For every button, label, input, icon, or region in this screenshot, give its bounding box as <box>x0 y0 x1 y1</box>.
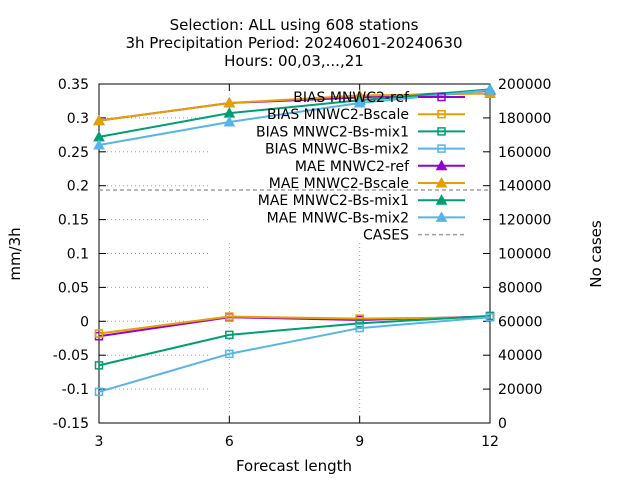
data-point <box>93 138 105 150</box>
y2-tick-label: 120000 <box>498 213 551 229</box>
legend-label: BIAS MNWC2-ref <box>293 90 410 106</box>
x-axis-ticks: 3 6 9 12 <box>95 84 499 450</box>
y2-tick-label: 60000 <box>498 314 543 330</box>
legend-marker <box>435 176 448 188</box>
data-point <box>94 329 104 338</box>
data-point <box>94 387 104 397</box>
data-point <box>225 349 234 359</box>
series-line <box>98 88 491 138</box>
legend-label: BIAS MNWC-Bs-mix2 <box>265 142 409 158</box>
y2-tick-label: 140000 <box>498 179 551 195</box>
legend-label: MAE MNWC-Bs-mix2 <box>267 210 409 226</box>
legend-label: BIAS MNWC2-Bscale <box>267 107 409 123</box>
title-line-1: Selection: ALL using 608 stations <box>170 16 419 34</box>
series-1 <box>94 312 495 338</box>
y-tick-label: 0.2 <box>67 179 89 195</box>
x-tick-label: 9 <box>355 434 364 450</box>
y2-tick-label: 80000 <box>498 280 543 296</box>
legend-marker <box>437 109 446 119</box>
y-tick-label: 0.3 <box>67 111 89 127</box>
legend-marker <box>435 194 448 205</box>
y2-tick-label: 40000 <box>498 348 543 364</box>
x-tick-label: 3 <box>95 434 104 450</box>
legend-label: MAE MNWC2-ref <box>295 159 410 175</box>
y-tick-label: 0.15 <box>58 213 89 229</box>
x-axis-label: Forecast length <box>236 457 352 475</box>
series-2 <box>94 311 495 370</box>
y2-axis-ticks: 0 20000 40000 60000 80000 100000 120000 140000 1… <box>483 77 551 432</box>
legend-label: BIAS MNWC2-Bs-mix1 <box>256 124 409 140</box>
title-line-3: Hours: 00,03,...,21 <box>224 52 364 70</box>
series-line <box>98 316 491 393</box>
data-point <box>225 330 234 340</box>
y-tick-label: 0.05 <box>58 280 89 296</box>
data-point <box>93 114 105 126</box>
y-tick-label: 0.35 <box>58 77 89 93</box>
y2-axis-label: No cases <box>587 220 605 288</box>
x-tick-label: 12 <box>481 434 499 450</box>
legend-marker <box>437 127 446 136</box>
legend-marker <box>437 144 446 153</box>
data-point <box>94 361 104 370</box>
legend-marker <box>435 211 448 222</box>
series-3 <box>94 312 495 397</box>
series-line <box>98 314 491 367</box>
legend-marker <box>435 159 448 171</box>
y-tick-label: -0.05 <box>53 348 89 364</box>
y2-tick-label: 200000 <box>498 77 551 93</box>
series-group <box>93 83 496 397</box>
y-axis-ticks: -0.15 -0.1 -0.05 0 0.05 0.1 0.15 0.2 0.25 0.3 0.35 <box>53 77 106 432</box>
y-tick-label: 0.1 <box>67 247 89 263</box>
y2-tick-label: 100000 <box>498 247 551 263</box>
y-tick-label: -0.1 <box>62 382 89 398</box>
legend-label: MAE MNWC2-Bs-mix1 <box>258 193 409 209</box>
y-tick-label: -0.15 <box>53 416 89 432</box>
y-tick-label: 0.25 <box>58 145 89 161</box>
y2-tick-label: 180000 <box>498 111 551 127</box>
data-point <box>223 115 236 127</box>
data-point <box>484 84 496 95</box>
data-point <box>355 314 364 323</box>
data-point <box>225 312 234 321</box>
data-point <box>355 323 364 333</box>
y-axis-label: mm/3h <box>6 227 24 280</box>
data-point <box>355 319 364 328</box>
data-point <box>223 96 236 108</box>
y2-tick-label: 20000 <box>498 382 543 398</box>
x-tick-label: 6 <box>225 434 234 450</box>
legend-label: CASES <box>363 228 409 244</box>
chart-title: Selection: ALL using 608 stations 3h Pre… <box>125 16 462 70</box>
legend-label: MAE MNWC2-Bscale <box>269 176 409 192</box>
data-point <box>353 96 366 108</box>
y-tick-label: 0 <box>80 314 89 330</box>
data-point <box>485 312 495 322</box>
y2-tick-label: 0 <box>498 416 507 432</box>
title-line-2: 3h Precipitation Period: 20240601-202406… <box>125 34 462 52</box>
y2-tick-label: 160000 <box>498 145 551 161</box>
legend-marker <box>437 92 446 102</box>
series-line <box>98 315 491 335</box>
